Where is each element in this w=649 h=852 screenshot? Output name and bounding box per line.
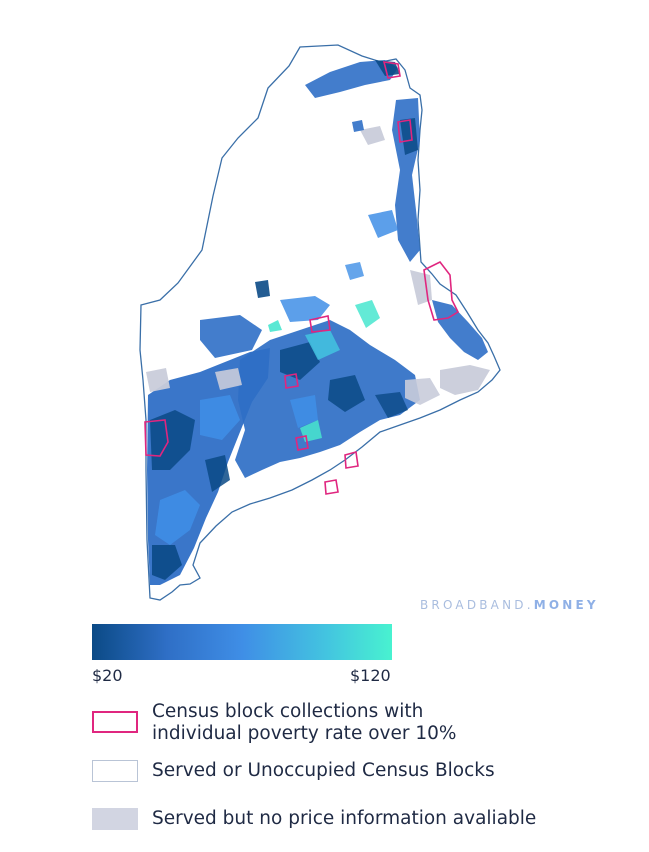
coverage-central xyxy=(200,262,420,478)
state-map xyxy=(139,44,501,601)
brand-part-1: BROADBAND. xyxy=(420,598,534,612)
poverty-label: Census block collections with individual… xyxy=(152,701,456,745)
legend-served: Served or Unoccupied Census Blocks xyxy=(92,760,495,782)
coverage-north xyxy=(305,60,420,262)
poverty-label-line2: individual poverty rate over 10% xyxy=(152,723,457,744)
maine-map-svg xyxy=(139,44,501,601)
coverage-southwest xyxy=(147,348,270,585)
poverty-outlines xyxy=(144,61,460,495)
poverty-label-line1: Census block collections with xyxy=(152,701,424,722)
coverage-east xyxy=(146,270,490,405)
served-label: Served or Unoccupied Census Blocks xyxy=(152,760,495,781)
poverty-swatch xyxy=(92,711,138,733)
scale-min-label: $20 xyxy=(92,666,123,685)
price-scale-gradient xyxy=(92,624,392,660)
legend-no-price: Served but no price information avaliabl… xyxy=(92,808,536,830)
no-price-label: Served but no price information avaliabl… xyxy=(152,808,537,829)
brand-part-2: MONEY xyxy=(533,598,599,612)
scale-max-label: $120 xyxy=(350,666,391,685)
no-price-swatch xyxy=(92,808,138,830)
served-swatch xyxy=(92,760,138,782)
brand-watermark: BROADBAND.MONEY xyxy=(420,598,599,612)
legend-poverty: Census block collections with individual… xyxy=(92,701,456,745)
